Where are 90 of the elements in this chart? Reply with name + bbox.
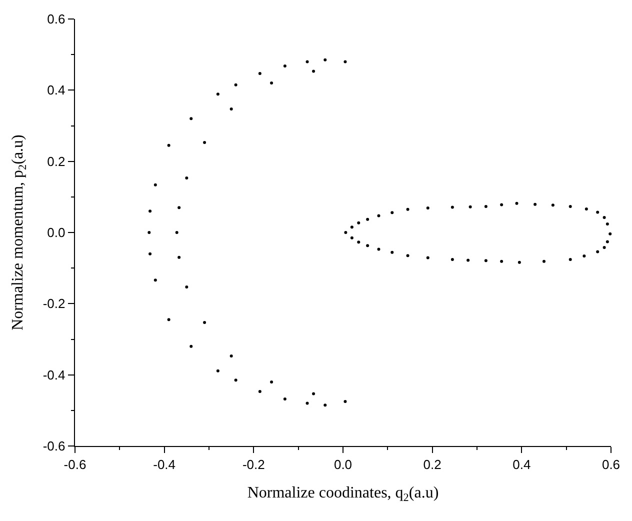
point [584,208,588,211]
point [203,140,206,144]
point [344,400,347,404]
x-tick-label: -0.4 [153,456,176,472]
point [406,254,410,258]
point [450,206,454,209]
point [175,231,178,234]
x-tick-label: -0.6 [64,456,86,472]
point [324,404,327,407]
point [216,369,220,372]
point [190,344,193,348]
point [515,202,518,205]
point [542,260,546,263]
point [167,318,170,322]
point [324,58,327,62]
point [608,232,612,236]
point [426,256,430,260]
point [203,321,206,324]
point [185,285,188,288]
y-tick-label: 0.0 [47,225,66,240]
point [283,398,286,401]
point [426,206,430,210]
point [484,205,488,208]
point [468,205,472,208]
point [148,210,152,213]
point [312,392,316,396]
point [596,210,600,214]
x-tick-label: 0.0 [334,456,352,472]
point [390,211,394,214]
point [154,278,157,282]
point [230,354,233,358]
x-tick-label: 0.2 [423,456,442,472]
point [344,231,348,234]
y-tick-label: 0.2 [47,154,66,169]
point [154,183,157,186]
y-tick-label: -0.4 [42,367,66,382]
x-tick-label: -0.2 [242,456,265,472]
point [500,260,504,263]
point [230,108,233,111]
point [185,176,188,180]
point [596,250,600,254]
x-tick-label: 0.6 [602,456,620,472]
point [306,402,309,405]
point [484,259,488,262]
point [377,248,380,251]
point [357,240,360,244]
point [568,205,572,208]
point [270,82,274,85]
point [450,258,454,262]
point [357,221,360,224]
point [258,72,262,75]
point [377,214,380,218]
y-tick-label: -0.2 [42,296,66,312]
point [602,246,606,249]
point [234,378,238,382]
point [344,60,347,64]
point [390,250,394,254]
y-tick-label: 0.6 [47,12,66,27]
point [190,117,193,120]
point [270,380,274,384]
point [148,231,151,234]
y-tick-label: -0.6 [42,438,66,454]
y-tick-label: 0.4 [47,82,66,98]
point [167,144,170,147]
point [312,70,316,73]
point [582,254,586,258]
x-axis-title: Normalize coodinates, q$_{2}$(a.u) [247,484,439,504]
point [500,203,504,206]
point [518,260,521,264]
point [306,60,309,64]
point [568,258,572,262]
point [350,236,354,240]
point [602,216,606,220]
point [178,256,181,259]
point [551,204,554,207]
point [606,240,609,244]
point [216,92,220,96]
point [234,83,238,86]
point [283,64,286,68]
point [178,206,181,210]
point [606,222,609,226]
point [366,244,370,248]
point [466,258,470,262]
x-tick-label: 0.4 [512,456,531,472]
point [406,208,410,211]
point [534,202,537,206]
point [350,226,354,229]
point [366,218,370,221]
point [258,390,262,394]
point [148,252,152,256]
